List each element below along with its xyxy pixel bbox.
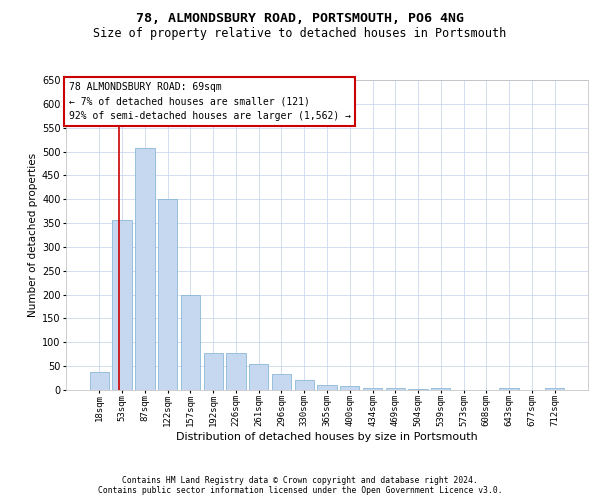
Text: 78, ALMONDSBURY ROAD, PORTSMOUTH, PO6 4NG: 78, ALMONDSBURY ROAD, PORTSMOUTH, PO6 4N…	[136, 12, 464, 26]
Bar	[272, 374, 291, 390]
Bar	[499, 388, 519, 390]
Bar	[295, 380, 314, 390]
Text: Contains HM Land Registry data © Crown copyright and database right 2024.: Contains HM Land Registry data © Crown c…	[122, 476, 478, 485]
Bar	[249, 364, 268, 390]
Bar	[135, 148, 155, 390]
Bar	[363, 388, 382, 390]
Bar	[112, 220, 132, 390]
Bar	[158, 199, 178, 390]
Bar	[181, 294, 200, 390]
Text: 78 ALMONDSBURY ROAD: 69sqm
← 7% of detached houses are smaller (121)
92% of semi: 78 ALMONDSBURY ROAD: 69sqm ← 7% of detac…	[68, 82, 350, 121]
Text: Contains public sector information licensed under the Open Government Licence v3: Contains public sector information licen…	[98, 486, 502, 495]
Bar	[409, 389, 428, 390]
Bar	[90, 372, 109, 390]
Bar	[203, 353, 223, 390]
Bar	[317, 385, 337, 390]
Bar	[226, 353, 245, 390]
Bar	[340, 386, 359, 390]
Text: Size of property relative to detached houses in Portsmouth: Size of property relative to detached ho…	[94, 28, 506, 40]
X-axis label: Distribution of detached houses by size in Portsmouth: Distribution of detached houses by size …	[176, 432, 478, 442]
Bar	[386, 388, 405, 390]
Y-axis label: Number of detached properties: Number of detached properties	[28, 153, 38, 317]
Bar	[431, 388, 451, 390]
Bar	[545, 388, 564, 390]
